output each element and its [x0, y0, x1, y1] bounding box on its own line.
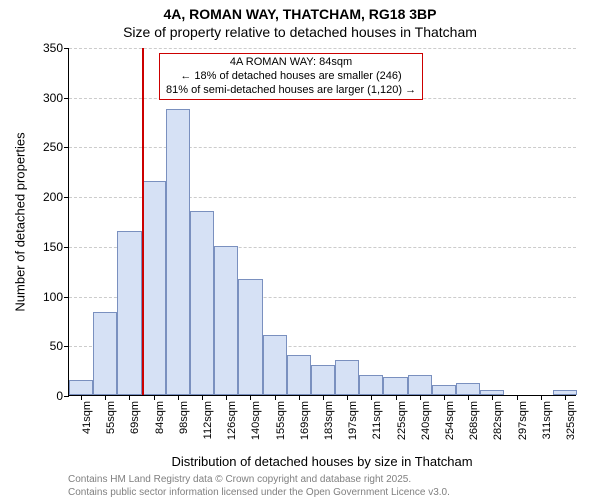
y-axis-label: Number of detached properties: [13, 132, 28, 311]
histogram-bar: [214, 246, 238, 395]
xtick-label: 311sqm: [541, 401, 553, 439]
histogram-bar: [142, 181, 166, 395]
xtick-mark: [323, 395, 324, 400]
xtick-mark: [541, 395, 542, 400]
xtick-label: 282sqm: [492, 401, 504, 440]
xtick-mark: [250, 395, 251, 400]
xtick-label: 41sqm: [81, 401, 93, 434]
ytick-label: 300: [43, 91, 63, 105]
histogram-bar: [93, 312, 117, 395]
footnote: Contains HM Land Registry data © Crown c…: [68, 474, 450, 499]
histogram-bar: [383, 377, 407, 395]
ytick-label: 250: [43, 140, 63, 154]
annotation-line: 4A ROMAN WAY: 84sqm: [166, 56, 416, 70]
xtick-label: 254sqm: [444, 401, 456, 440]
x-axis-label: Distribution of detached houses by size …: [68, 454, 576, 469]
gridline: [69, 147, 576, 148]
ytick-mark: [64, 247, 69, 248]
ytick-mark: [64, 396, 69, 397]
histogram-bar: [335, 360, 359, 395]
xtick-mark: [178, 395, 179, 400]
xtick-label: 169sqm: [299, 401, 311, 440]
histogram-bar: [166, 109, 190, 395]
xtick-label: 140sqm: [250, 401, 262, 440]
ytick-mark: [64, 48, 69, 49]
ytick-mark: [64, 98, 69, 99]
xtick-mark: [202, 395, 203, 400]
xtick-mark: [396, 395, 397, 400]
xtick-mark: [468, 395, 469, 400]
xtick-mark: [371, 395, 372, 400]
xtick-mark: [154, 395, 155, 400]
histogram-bar: [408, 375, 432, 395]
xtick-mark: [517, 395, 518, 400]
histogram-bar: [456, 383, 480, 395]
histogram-bar: [311, 365, 335, 395]
annotation-line: ← 18% of detached houses are smaller (24…: [166, 70, 416, 84]
ytick-label: 100: [43, 290, 63, 304]
ytick-label: 50: [50, 339, 63, 353]
xtick-label: 98sqm: [178, 401, 190, 434]
annotation-box: 4A ROMAN WAY: 84sqm← 18% of detached hou…: [159, 53, 423, 100]
xtick-mark: [226, 395, 227, 400]
xtick-mark: [444, 395, 445, 400]
xtick-label: 155sqm: [275, 401, 287, 440]
histogram-bar: [263, 335, 287, 395]
ytick-label: 150: [43, 240, 63, 254]
xtick-mark: [105, 395, 106, 400]
xtick-label: 297sqm: [517, 401, 529, 440]
xtick-mark: [129, 395, 130, 400]
xtick-label: 126sqm: [226, 401, 238, 440]
xtick-label: 84sqm: [154, 401, 166, 434]
plot-area: 05010015020025030035041sqm55sqm69sqm84sq…: [68, 48, 576, 396]
ytick-mark: [64, 197, 69, 198]
xtick-mark: [420, 395, 421, 400]
chart-container: 4A, ROMAN WAY, THATCHAM, RG18 3BP Size o…: [0, 0, 600, 500]
footnote-line2: Contains public sector information licen…: [68, 487, 450, 500]
ytick-mark: [64, 346, 69, 347]
chart-subtitle: Size of property relative to detached ho…: [0, 24, 600, 40]
xtick-label: 211sqm: [371, 401, 383, 439]
ytick-mark: [64, 297, 69, 298]
xtick-label: 325sqm: [565, 401, 577, 440]
xtick-mark: [565, 395, 566, 400]
annotation-line: 81% of semi-detached houses are larger (…: [166, 84, 416, 98]
histogram-bar: [359, 375, 383, 395]
xtick-label: 69sqm: [129, 401, 141, 434]
xtick-label: 268sqm: [468, 401, 480, 440]
histogram-bar: [287, 355, 311, 395]
xtick-label: 240sqm: [420, 401, 432, 440]
xtick-label: 225sqm: [396, 401, 408, 440]
xtick-mark: [492, 395, 493, 400]
xtick-mark: [299, 395, 300, 400]
histogram-bar: [117, 231, 141, 395]
xtick-mark: [81, 395, 82, 400]
ytick-mark: [64, 147, 69, 148]
ytick-label: 350: [43, 41, 63, 55]
histogram-bar: [190, 211, 214, 395]
chart-title: 4A, ROMAN WAY, THATCHAM, RG18 3BP: [0, 6, 600, 22]
xtick-label: 55sqm: [105, 401, 117, 434]
xtick-label: 197sqm: [347, 401, 359, 440]
property-marker-line: [142, 48, 144, 395]
xtick-mark: [275, 395, 276, 400]
histogram-bar: [238, 279, 262, 395]
xtick-mark: [347, 395, 348, 400]
histogram-bar: [69, 380, 93, 395]
gridline: [69, 48, 576, 49]
xtick-label: 183sqm: [323, 401, 335, 440]
histogram-bar: [432, 385, 456, 395]
ytick-label: 0: [56, 389, 63, 403]
xtick-label: 112sqm: [202, 401, 214, 439]
footnote-line1: Contains HM Land Registry data © Crown c…: [68, 474, 450, 487]
ytick-label: 200: [43, 190, 63, 204]
